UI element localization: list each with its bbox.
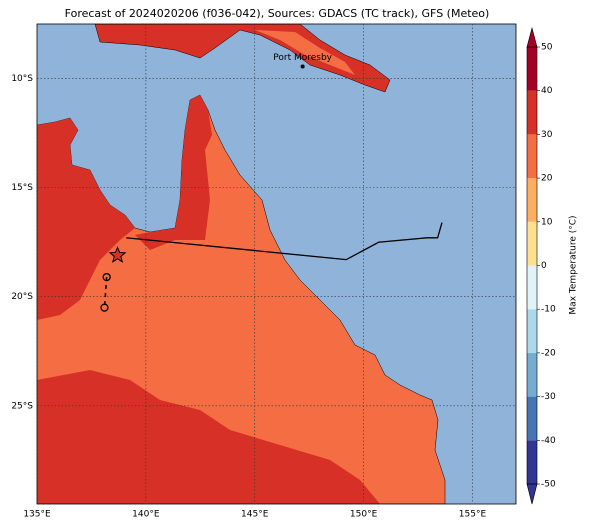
x-tick-label: 135°E	[23, 510, 51, 520]
forecast-position	[100, 303, 109, 312]
colorbar-band	[527, 265, 537, 310]
forecast-position	[102, 272, 111, 282]
map-area	[37, 24, 516, 504]
colorbar-tick-label: -20	[541, 348, 556, 358]
hot-zone	[37, 118, 135, 320]
y-tick-label: 10°S	[11, 74, 33, 84]
x-tick-label: 140°E	[132, 510, 160, 520]
colorbar-band	[527, 134, 537, 179]
current-position	[108, 245, 127, 263]
warm-zone	[255, 30, 355, 75]
x-tick-label: 155°E	[459, 510, 487, 520]
y-tick-label: 25°S	[11, 401, 33, 411]
city-label: Port Moresby	[273, 53, 332, 63]
y-tick-label: 15°S	[11, 183, 33, 193]
colorbar-tick-label: 30	[541, 130, 553, 140]
colorbar-band	[527, 221, 537, 266]
colorbar-tick-label: 40	[541, 86, 553, 96]
colorbar-tick-label: -50	[541, 480, 556, 490]
colorbar-band	[527, 396, 537, 441]
forecast-track	[103, 277, 108, 308]
x-tick-label: 145°E	[241, 510, 269, 520]
colorbar-tick-label: -30	[541, 392, 556, 402]
colorbar-band	[527, 440, 537, 484]
colorbar-tick-label: -40	[541, 436, 556, 446]
colorbar-band	[527, 47, 537, 91]
colorbar-tick-label: -10	[541, 305, 556, 315]
colorbar-tick-label: 50	[541, 43, 553, 53]
map-frame	[36, 23, 517, 505]
storm-track	[126, 222, 443, 261]
y-tick-label: 20°S	[11, 292, 33, 302]
hot-zone	[37, 370, 380, 504]
colorbar-band	[527, 309, 537, 353]
city-marker	[300, 64, 305, 69]
colorbar-tick-label: 20	[541, 174, 553, 184]
map-title: Forecast of 2024020206 (f036-042), Sourc…	[65, 7, 490, 20]
x-tick-label: 150°E	[350, 510, 378, 520]
colorbar-band	[527, 352, 537, 397]
colorbar-extend-top	[526, 26, 538, 48]
colorbar-extend-bottom	[526, 483, 538, 505]
hot-zone	[135, 95, 212, 250]
new-guinea	[94, 24, 391, 93]
colorbar-band	[527, 90, 537, 135]
colorbar-band	[527, 178, 537, 222]
colorbar-tick-label: 0	[541, 261, 547, 271]
colorbar-label: Max Temperature (°C)	[569, 215, 579, 314]
colorbar-tick-label: 10	[541, 217, 553, 227]
